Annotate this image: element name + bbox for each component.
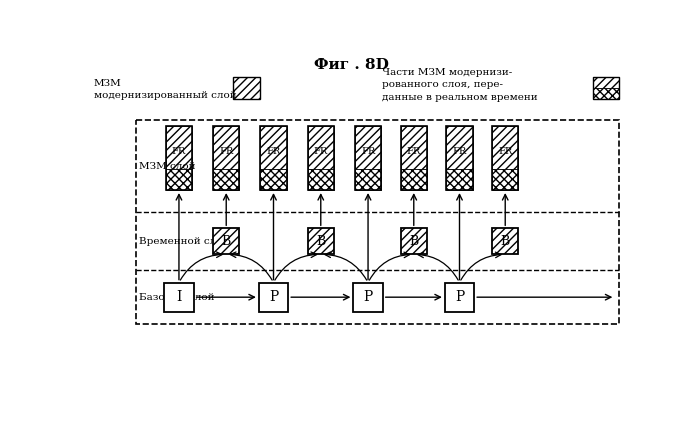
Text: Базовый слой: Базовый слой — [139, 293, 215, 302]
Bar — [307, 126, 334, 169]
Text: B: B — [316, 235, 326, 248]
Text: I: I — [176, 290, 181, 304]
Bar — [355, 126, 382, 169]
Bar — [164, 283, 194, 312]
Bar — [492, 169, 519, 190]
Bar — [213, 126, 239, 169]
Text: B: B — [409, 235, 419, 248]
Bar — [213, 169, 239, 190]
Text: FR: FR — [219, 147, 233, 156]
Text: B: B — [222, 235, 231, 248]
Bar — [166, 169, 192, 190]
Bar — [355, 126, 382, 190]
Text: B: B — [500, 235, 510, 248]
Bar — [492, 126, 519, 190]
Text: Части МЗМ модернизи-
рованного слоя, пере-
данные в реальном времени: Части МЗМ модернизи- рованного слоя, пер… — [382, 68, 538, 102]
Bar — [447, 126, 473, 190]
Bar — [593, 77, 619, 88]
Bar — [213, 126, 239, 190]
Bar — [400, 126, 427, 190]
Bar — [260, 126, 287, 169]
Text: МЗМ слой: МЗМ слой — [139, 162, 196, 171]
Text: P: P — [269, 290, 278, 304]
Bar — [233, 77, 260, 99]
Bar — [492, 228, 519, 255]
Text: Фиг . 8D: Фиг . 8D — [314, 58, 389, 72]
Bar — [593, 88, 619, 99]
Bar — [136, 120, 620, 324]
Bar — [400, 228, 427, 255]
Text: FR: FR — [407, 147, 421, 156]
Bar — [213, 228, 239, 255]
Text: FR: FR — [452, 147, 467, 156]
Bar — [447, 169, 473, 190]
Bar — [307, 169, 334, 190]
Text: FR: FR — [361, 147, 375, 156]
Bar — [260, 169, 287, 190]
Bar — [354, 283, 383, 312]
Bar — [355, 169, 382, 190]
Bar — [400, 169, 427, 190]
Text: МЗМ
модернизированный слой: МЗМ модернизированный слой — [94, 78, 237, 100]
Text: P: P — [363, 290, 372, 304]
Bar — [307, 126, 334, 190]
Text: FR: FR — [267, 147, 281, 156]
Text: FR: FR — [498, 147, 512, 156]
Bar — [166, 126, 192, 169]
Bar — [444, 283, 474, 312]
Bar — [260, 126, 287, 190]
Bar — [400, 126, 427, 169]
Bar — [307, 228, 334, 255]
Text: Временной слой: Временной слой — [139, 237, 230, 246]
Bar — [593, 77, 619, 99]
Bar — [492, 126, 519, 169]
Bar — [447, 126, 473, 169]
Bar — [259, 283, 288, 312]
Text: P: P — [455, 290, 464, 304]
Text: FR: FR — [172, 147, 186, 156]
Bar — [166, 126, 192, 190]
Text: FR: FR — [314, 147, 328, 156]
